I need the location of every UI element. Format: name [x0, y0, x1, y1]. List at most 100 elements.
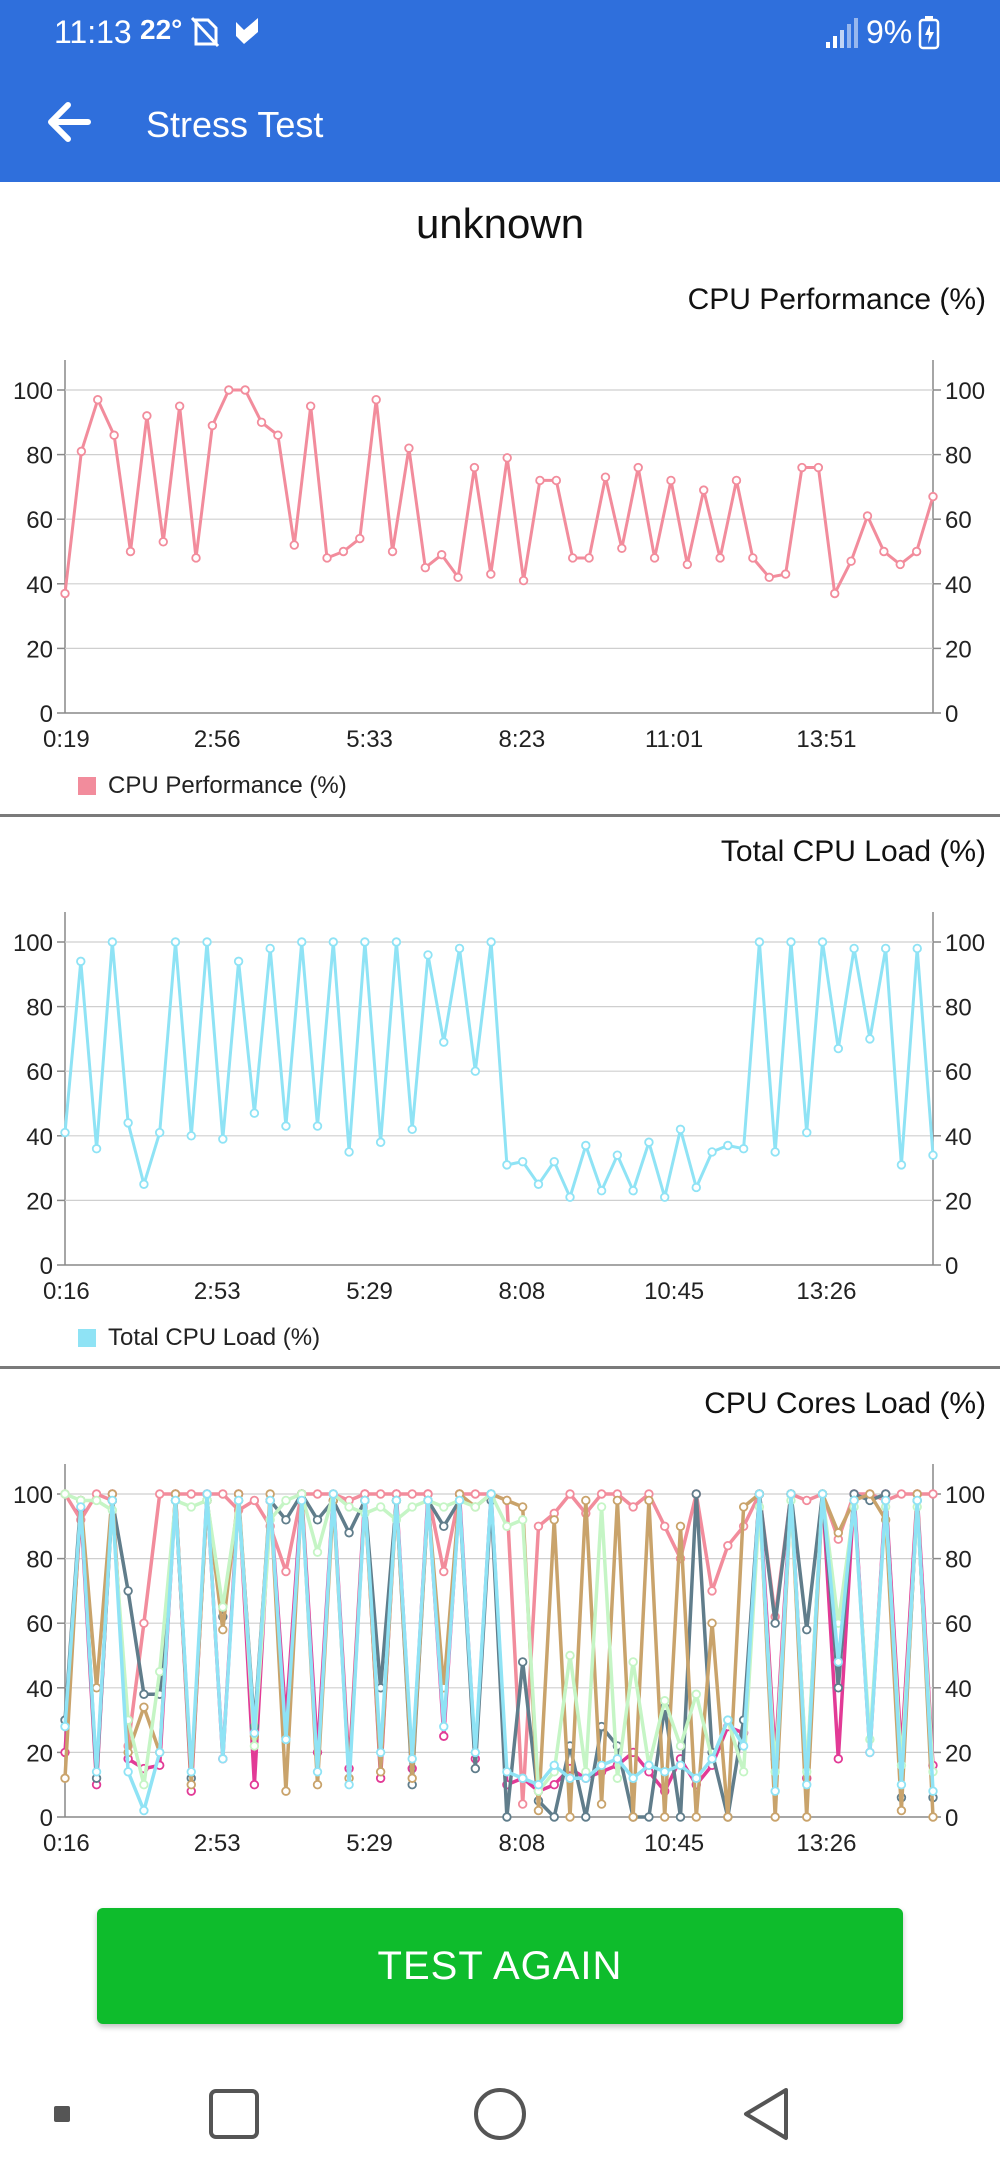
- x-tick-label: 0:19: [43, 726, 90, 753]
- test-again-button[interactable]: TEST AGAIN: [97, 1908, 903, 2024]
- data-point: [170, 937, 181, 947]
- cpu-performance-title: CPU Performance (%): [687, 283, 986, 316]
- data-point: [312, 1121, 323, 1131]
- data-point: [628, 1657, 638, 1667]
- y-tick-label-left: 80: [26, 995, 53, 1022]
- data-point: [281, 1786, 291, 1796]
- data-point: [439, 1731, 449, 1741]
- data-point: [289, 540, 299, 550]
- data-point: [612, 1754, 623, 1764]
- data-point: [738, 1767, 749, 1777]
- data-point: [770, 1812, 780, 1822]
- data-point: [596, 1502, 607, 1512]
- data-point: [715, 553, 725, 563]
- data-point: [738, 1502, 749, 1512]
- data-point: [486, 569, 496, 579]
- data-point: [407, 1773, 417, 1783]
- y-tick-label-right: 20: [945, 1740, 972, 1767]
- arrow-left-icon[interactable]: [40, 92, 100, 152]
- data-point: [660, 1192, 670, 1202]
- back-triangle-icon[interactable]: [736, 2084, 796, 2144]
- data-point: [533, 1780, 544, 1790]
- data-point: [644, 1137, 654, 1147]
- data-point: [660, 1521, 670, 1531]
- data-point: [581, 1812, 591, 1822]
- data-point: [297, 937, 307, 947]
- x-tick-label: 13:26: [796, 1278, 856, 1305]
- data-point: [660, 1767, 670, 1777]
- data-point: [817, 1489, 828, 1499]
- x-tick-label: 8:08: [498, 1830, 545, 1857]
- data-point: [731, 475, 742, 486]
- data-point: [470, 1489, 481, 1499]
- data-point: [355, 533, 365, 544]
- data-point: [567, 553, 578, 563]
- data-point: [281, 1121, 291, 1131]
- recents-dot-icon[interactable]: [32, 2084, 92, 2144]
- data-point: [551, 475, 562, 486]
- data-point: [770, 1786, 780, 1796]
- data-point: [644, 1812, 654, 1822]
- data-point: [928, 1786, 938, 1796]
- data-point: [360, 937, 370, 947]
- y-tick-label-left: 60: [26, 1611, 53, 1638]
- data-point: [404, 443, 414, 453]
- data-point: [273, 430, 283, 440]
- data-point: [754, 937, 765, 947]
- y-tick-label-right: 100: [945, 930, 985, 957]
- data-point: [849, 1495, 859, 1506]
- data-point: [911, 546, 922, 557]
- square-icon[interactable]: [204, 2084, 264, 2144]
- data-point: [391, 1495, 402, 1506]
- data-point: [612, 1150, 623, 1160]
- data-point: [328, 937, 338, 947]
- data-point: [644, 1760, 654, 1771]
- data-point: [770, 1147, 780, 1157]
- data-point: [628, 1773, 638, 1783]
- legend-swatch: [78, 1329, 96, 1347]
- data-point: [91, 1683, 102, 1693]
- data-point: [764, 572, 774, 583]
- data-point: [502, 1812, 512, 1822]
- data-point: [802, 1624, 812, 1635]
- data-point: [436, 550, 447, 560]
- data-point: [786, 937, 796, 947]
- data-point: [407, 1124, 417, 1135]
- data-point: [617, 543, 627, 553]
- data-point: [154, 1747, 165, 1758]
- data-point: [596, 1489, 607, 1499]
- y-tick-label-left: 60: [26, 507, 53, 534]
- section-divider: [0, 814, 1000, 817]
- data-point: [517, 1773, 528, 1783]
- data-point: [60, 1127, 70, 1138]
- data-point: [240, 385, 250, 395]
- data-point: [928, 1489, 938, 1499]
- data-point: [423, 1495, 433, 1506]
- x-tick-label: 0:16: [43, 1278, 90, 1305]
- home-circle-icon[interactable]: [470, 2084, 530, 2144]
- data-point: [454, 943, 465, 954]
- data-point: [830, 588, 840, 599]
- data-point: [833, 1754, 844, 1764]
- y-tick-label-left: 0: [40, 701, 53, 728]
- data-point: [107, 1495, 118, 1506]
- data-point: [896, 1805, 907, 1816]
- data-point: [633, 462, 643, 473]
- data-point: [60, 1721, 70, 1732]
- data-point: [249, 1741, 260, 1751]
- y-tick-label-right: 0: [945, 701, 958, 728]
- data-point: [186, 1489, 196, 1499]
- data-point: [158, 537, 168, 547]
- y-tick-label-right: 40: [945, 1676, 972, 1703]
- data-point: [469, 462, 480, 473]
- data-point: [675, 1124, 686, 1135]
- data-point: [439, 1566, 449, 1577]
- series-line: [63, 388, 935, 595]
- data-point: [502, 1521, 512, 1531]
- data-point: [439, 1721, 449, 1732]
- data-point: [218, 1134, 228, 1144]
- y-tick-label-left: 40: [26, 572, 53, 599]
- data-point: [76, 956, 86, 967]
- data-point: [896, 1489, 907, 1499]
- data-point: [549, 1780, 559, 1790]
